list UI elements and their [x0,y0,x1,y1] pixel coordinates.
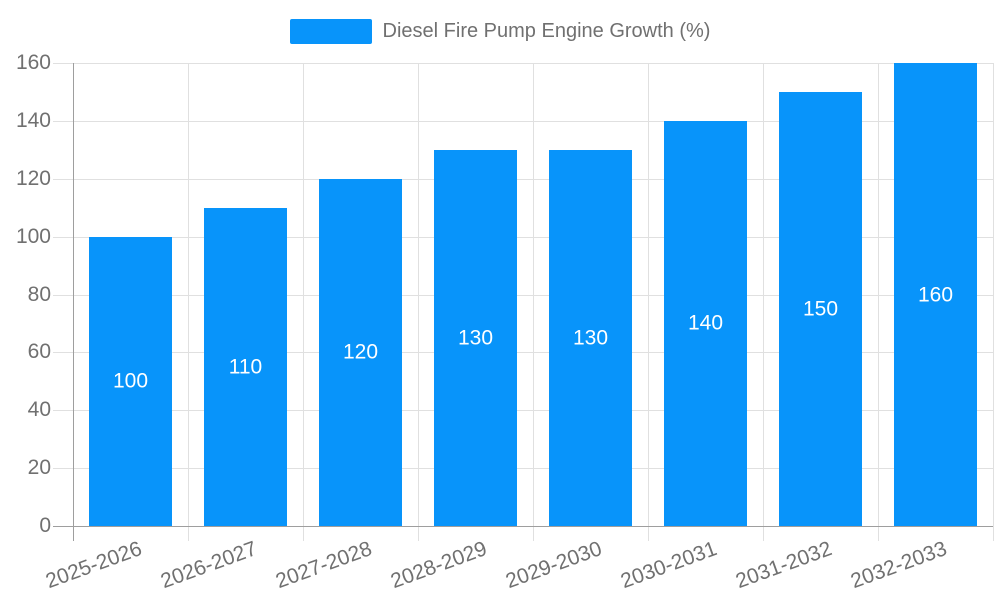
x-gridline [878,63,879,541]
bar[interactable] [204,207,287,526]
bar[interactable] [779,91,862,526]
y-axis-line [73,63,74,541]
y-gridline [53,352,993,354]
x-gridline [763,63,764,541]
y-gridline [53,410,993,412]
y-axis-tick-label: 80 [27,282,51,306]
y-axis-tick-label: 160 [15,51,51,75]
bar[interactable] [434,149,517,526]
y-gridline [53,63,993,64]
bar-value-label: 120 [342,340,379,364]
bar-value-label: 140 [687,311,724,335]
x-gridline [188,63,189,541]
y-gridline [53,236,993,238]
x-gridline [533,63,534,541]
x-gridline [418,63,419,541]
bar[interactable] [89,236,172,526]
y-gridline [53,120,993,122]
x-axis-line [53,526,993,527]
y-axis-tick-label: 100 [15,224,51,248]
y-axis-tick-label: 0 [39,514,51,538]
x-axis-tick-label: 2030-2031 [617,537,721,594]
x-gridline [303,63,304,541]
x-axis-tick-label: 2027-2028 [272,537,376,594]
y-axis-tick-label: 140 [15,108,51,132]
y-axis-tick-label: 60 [27,340,51,364]
bar[interactable] [319,178,402,526]
x-axis-tick-label: 2025-2026 [42,537,146,594]
x-axis-tick-label: 2028-2029 [387,537,491,594]
bar-value-label: 160 [917,283,954,306]
y-gridline [53,468,993,470]
y-axis-tick-label: 20 [27,456,51,480]
bar-value-label: 130 [572,326,609,350]
legend-item[interactable]: Diesel Fire Pump Engine Growth (%) [0,17,1000,45]
x-gridline [993,63,994,541]
bar-value-label: 130 [457,326,494,350]
x-axis-tick-label: 2029-2030 [502,537,606,594]
x-axis-tick-label: 2026-2027 [157,537,261,594]
legend-swatch [289,18,372,44]
x-axis-tick-label: 2031-2032 [732,537,836,594]
bar[interactable] [894,63,977,526]
bar-value-label: 100 [112,369,149,393]
bar[interactable] [549,149,632,526]
y-gridline [53,178,993,180]
bar[interactable] [664,120,747,526]
bar-value-label: 110 [228,355,263,379]
legend-label: Diesel Fire Pump Engine Growth (%) [382,19,711,42]
bar-value-label: 150 [802,297,839,321]
y-axis-tick-label: 120 [15,166,51,190]
x-axis-tick-label: 2032-2033 [847,537,951,594]
y-gridline [53,294,993,296]
x-gridline [648,63,649,541]
y-axis-tick-label: 40 [27,398,51,422]
